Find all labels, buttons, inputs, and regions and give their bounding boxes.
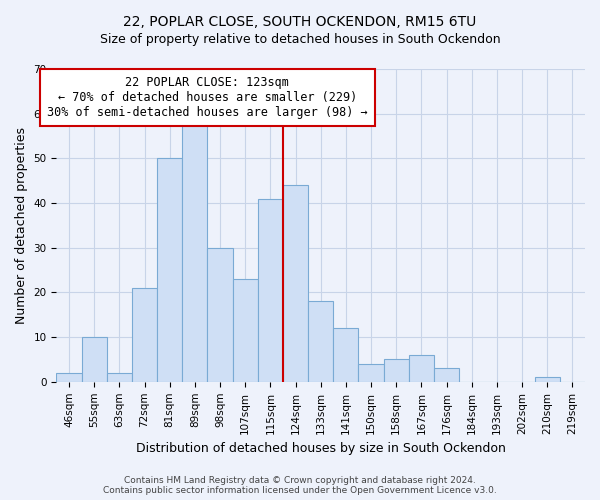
Text: Contains HM Land Registry data © Crown copyright and database right 2024.
Contai: Contains HM Land Registry data © Crown c… bbox=[103, 476, 497, 495]
Bar bbox=[208, 248, 233, 382]
Text: 22, POPLAR CLOSE, SOUTH OCKENDON, RM15 6TU: 22, POPLAR CLOSE, SOUTH OCKENDON, RM15 6… bbox=[124, 15, 476, 29]
Bar bbox=[182, 122, 208, 382]
Bar bbox=[157, 158, 182, 382]
Bar bbox=[535, 378, 560, 382]
X-axis label: Distribution of detached houses by size in South Ockendon: Distribution of detached houses by size … bbox=[136, 442, 506, 455]
Bar bbox=[434, 368, 459, 382]
Y-axis label: Number of detached properties: Number of detached properties bbox=[15, 127, 28, 324]
Bar bbox=[56, 373, 82, 382]
Bar bbox=[283, 185, 308, 382]
Bar bbox=[383, 360, 409, 382]
Text: Size of property relative to detached houses in South Ockendon: Size of property relative to detached ho… bbox=[100, 32, 500, 46]
Bar bbox=[233, 279, 258, 382]
Bar bbox=[308, 302, 333, 382]
Bar bbox=[82, 337, 107, 382]
Bar bbox=[358, 364, 383, 382]
Bar bbox=[333, 328, 358, 382]
Text: 22 POPLAR CLOSE: 123sqm
← 70% of detached houses are smaller (229)
30% of semi-d: 22 POPLAR CLOSE: 123sqm ← 70% of detache… bbox=[47, 76, 368, 118]
Bar bbox=[132, 288, 157, 382]
Bar bbox=[258, 198, 283, 382]
Bar bbox=[409, 355, 434, 382]
Bar bbox=[107, 373, 132, 382]
